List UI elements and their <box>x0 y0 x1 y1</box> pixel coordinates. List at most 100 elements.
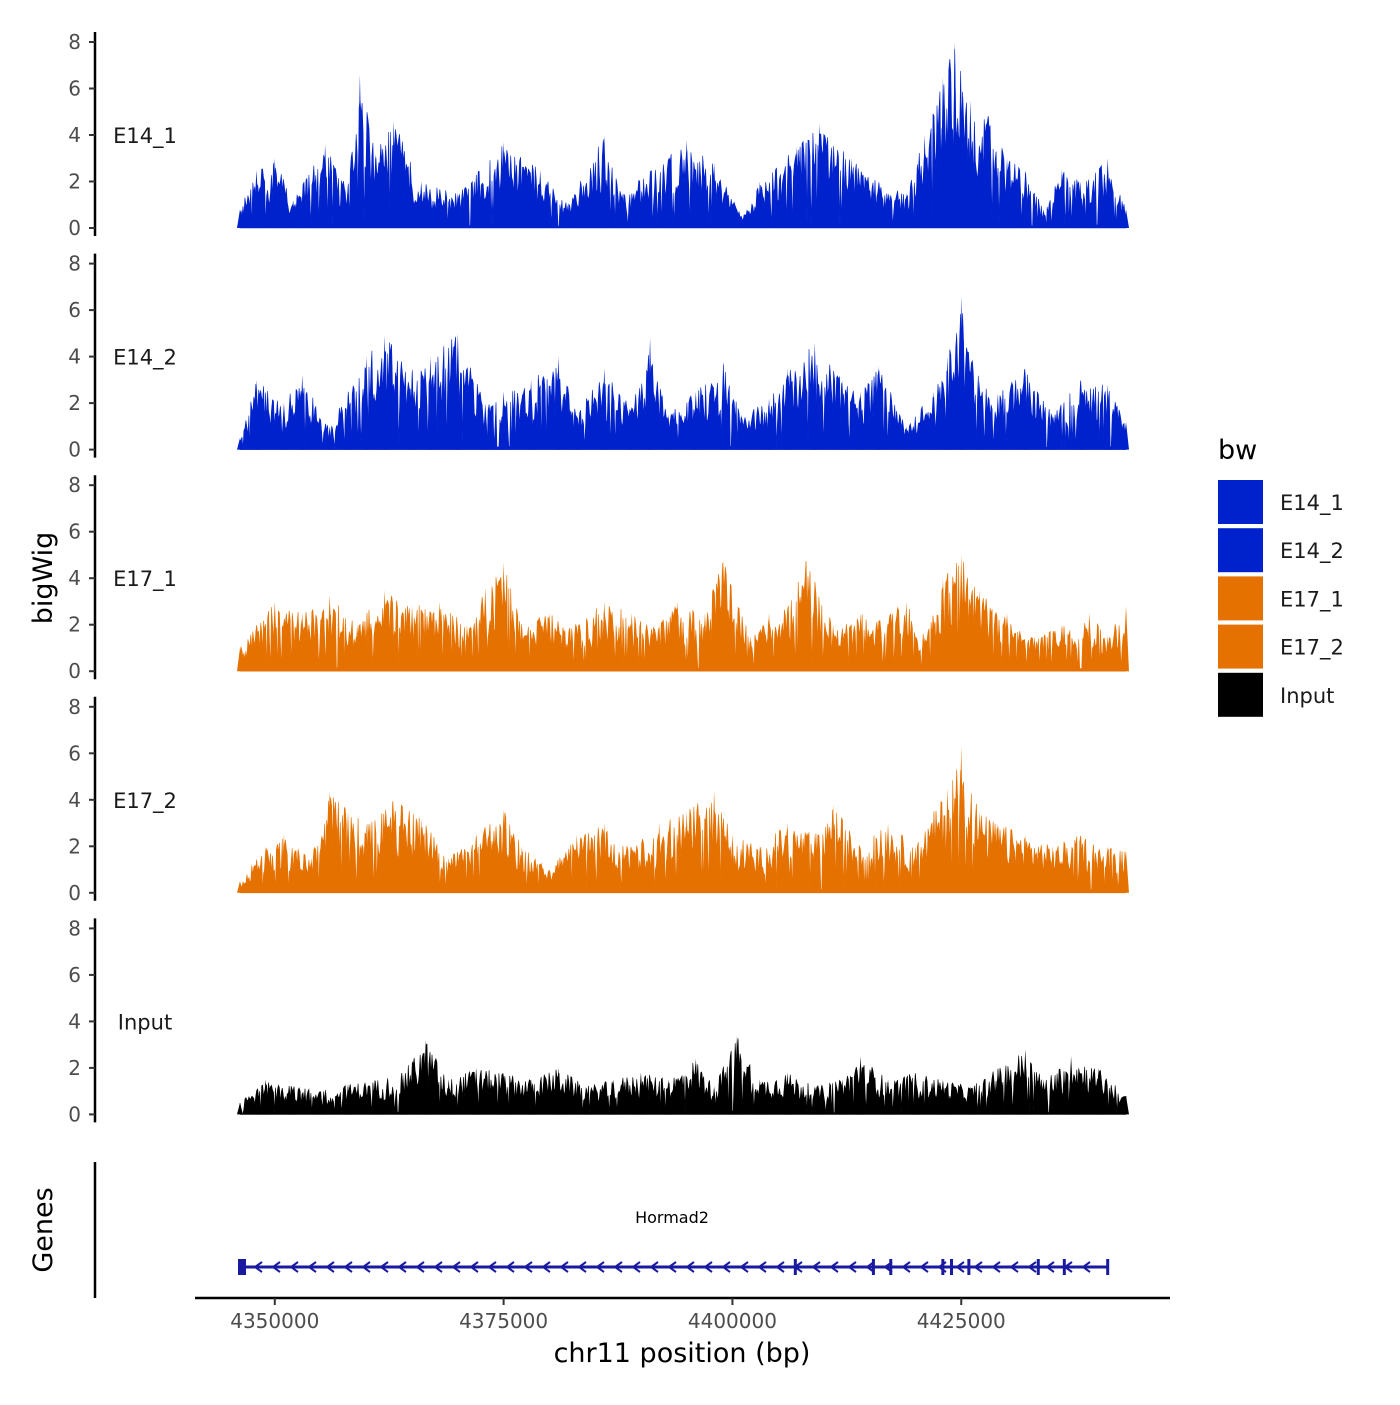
track-E14_1: 0 2 4 6 8 E14_1 <box>68 30 1129 240</box>
strand-arrow-icon <box>937 1261 947 1273</box>
strand-arrow-icon <box>415 1261 425 1273</box>
signal-peak <box>436 601 443 672</box>
signal-peak <box>546 613 553 672</box>
signal-peak <box>528 1079 535 1115</box>
gene-exon <box>238 1259 246 1275</box>
y-axis-title: bigWig <box>28 532 59 625</box>
signal-peak <box>711 790 718 893</box>
signal-peak <box>500 141 507 228</box>
strand-arrow-icon <box>523 1261 533 1273</box>
track-label: E14_1 <box>113 124 177 149</box>
signal-peak <box>738 216 745 228</box>
signal-peak <box>237 209 243 228</box>
gene-track-title: Genes <box>28 1187 59 1272</box>
strand-arrow-icon <box>325 1261 335 1273</box>
signal-peak <box>573 834 580 893</box>
signal-peak <box>747 636 754 672</box>
signal-peak <box>1095 1067 1102 1115</box>
signal-peak <box>1123 1095 1129 1115</box>
signal-peak <box>875 181 882 228</box>
signal-peak <box>994 393 1001 450</box>
strand-arrow-icon <box>361 1261 371 1273</box>
x-tick-label: 4350000 <box>230 1309 319 1333</box>
x-axis-title: chr11 position (bp) <box>554 1338 811 1369</box>
strand-arrow-icon <box>559 1261 569 1273</box>
legend-item-E17_1: E17_1 <box>1218 576 1344 621</box>
strand-arrow-icon <box>649 1261 659 1273</box>
x-tick-label: 4425000 <box>917 1309 1006 1333</box>
signal-peak <box>720 361 727 450</box>
track-label: E14_2 <box>113 346 177 371</box>
signal-peak <box>683 811 690 893</box>
y-tick-label: 2 <box>68 1056 81 1080</box>
signal-peak <box>1004 158 1011 228</box>
signal-peak <box>1058 624 1065 672</box>
signal-peak <box>610 1079 617 1115</box>
signal-peak <box>253 379 260 450</box>
signal-peak <box>939 76 946 228</box>
signal-peak <box>976 589 983 672</box>
signal-peak <box>976 379 983 450</box>
signal-peak <box>674 601 681 672</box>
legend-item-E14_1: E14_1 <box>1218 480 1344 524</box>
y-tick-label: 0 <box>68 881 81 905</box>
signal-peak <box>628 846 635 893</box>
signal-peak <box>802 559 809 672</box>
signal-peak <box>692 391 699 450</box>
strand-arrow-icon <box>991 1261 1001 1273</box>
signal-peak <box>756 1079 763 1115</box>
strand-arrow-icon <box>973 1261 983 1273</box>
signal-peak <box>372 153 379 228</box>
signal-area-E14_2 <box>239 313 1127 450</box>
signal-peak <box>454 333 461 450</box>
signal-peak <box>354 624 361 672</box>
signal-peak <box>518 624 525 672</box>
legend-swatch <box>1218 576 1263 621</box>
signal-peak <box>885 823 892 893</box>
x-axis: 4350000 4375000 4400000 4425000 chr11 posit… <box>195 1296 1170 1369</box>
signal-peak <box>317 1091 324 1115</box>
signal-peak <box>518 846 525 893</box>
signal-peak <box>555 356 562 450</box>
signal-peak <box>1022 368 1029 450</box>
signal-peak <box>601 823 608 893</box>
strand-arrow-icon <box>343 1261 353 1273</box>
signal-peak <box>326 594 333 672</box>
signal-peak <box>930 811 937 893</box>
legend-label: E17_1 <box>1280 587 1344 612</box>
track-E17_1: 0 2 4 6 8 E17_1 <box>68 473 1129 683</box>
signal-peak <box>1040 209 1047 228</box>
signal-peak <box>912 846 919 893</box>
strand-arrow-icon <box>1027 1261 1037 1273</box>
legend-swatch <box>1218 624 1263 669</box>
signal-peak <box>1123 850 1129 893</box>
signal-peak <box>857 613 864 672</box>
strand-arrow-icon <box>667 1261 677 1273</box>
gene-items: Hormad2 <box>238 1208 1110 1275</box>
signal-peak <box>647 338 654 450</box>
signal-peak <box>1077 379 1084 450</box>
signal-peak <box>445 1079 452 1115</box>
signal-peak <box>619 193 626 228</box>
signal-peak <box>976 811 983 893</box>
signal-peak <box>601 135 608 228</box>
signal-peak <box>271 601 278 672</box>
signal-peak <box>857 846 864 893</box>
signal-peak <box>951 42 958 228</box>
signal-peak <box>409 368 416 450</box>
strand-arrow-icon <box>793 1261 803 1273</box>
track-E14_2: 0 2 4 6 8 E14_2 <box>68 252 1129 462</box>
signal-peak <box>958 296 965 450</box>
signal-peak <box>830 804 837 893</box>
signal-peak <box>1104 158 1111 228</box>
signal-peak <box>573 624 580 672</box>
strand-arrow-icon <box>685 1261 695 1273</box>
signal-peak <box>857 1056 864 1115</box>
legend-swatch <box>1218 672 1263 717</box>
signal-peak <box>1031 636 1038 672</box>
signal-peak <box>692 1058 699 1115</box>
signal-peak <box>766 613 773 672</box>
signal-peak <box>637 1072 644 1115</box>
signal-peak <box>1104 636 1111 672</box>
